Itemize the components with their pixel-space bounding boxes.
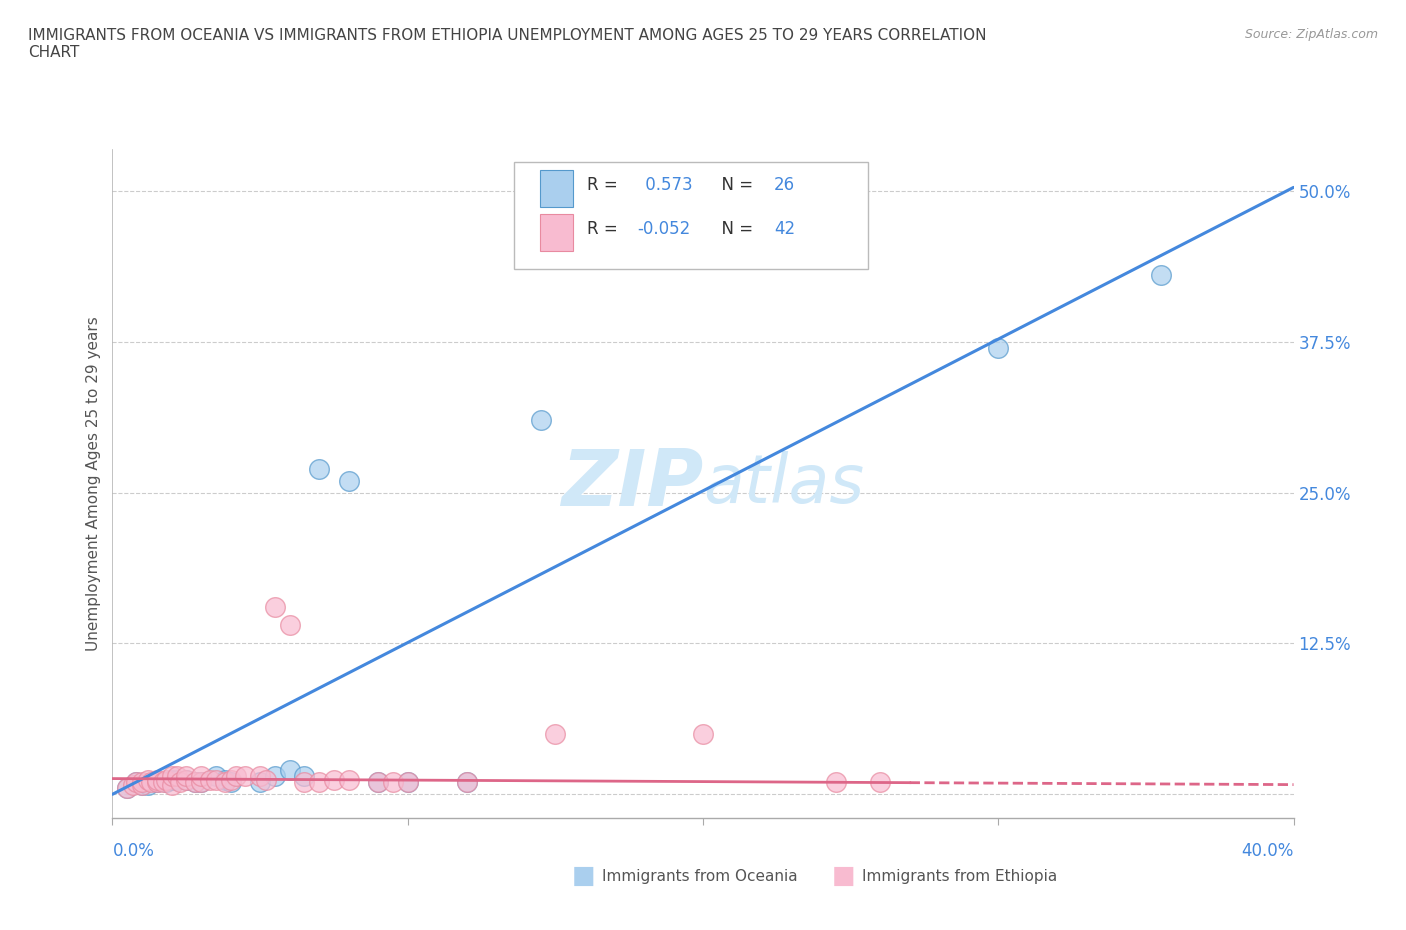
Point [264,600,287,615]
Point [337,772,360,787]
Point [824,775,846,790]
Point [396,775,419,790]
Point [174,772,197,787]
Point [544,726,567,741]
Text: ■: ■ [832,864,855,888]
Point [155,772,177,787]
Point [214,775,236,790]
Point [184,775,207,790]
Point [146,775,169,790]
Point [122,777,145,792]
Point [190,775,212,790]
Text: 0.573: 0.573 [640,176,693,194]
Text: 42: 42 [773,220,794,238]
Point [308,461,330,476]
Point [214,772,236,787]
Point [367,775,389,790]
Point [225,769,247,784]
Point [131,775,153,790]
Point [139,775,162,790]
Point [166,769,188,784]
Point [190,769,212,784]
Text: Immigrants from Ethiopia: Immigrants from Ethiopia [862,869,1057,883]
Point [169,775,191,790]
Point [166,772,188,787]
FancyBboxPatch shape [540,170,574,207]
Text: Source: ZipAtlas.com: Source: ZipAtlas.com [1244,28,1378,41]
Point [323,772,346,787]
Text: ■: ■ [572,864,595,888]
Point [529,413,551,428]
Text: R =: R = [588,176,623,194]
Point [125,775,148,790]
Point [264,769,287,784]
Point [456,775,478,790]
Point [1150,268,1173,283]
Point [131,777,153,792]
Point [278,763,301,777]
Text: 26: 26 [773,176,794,194]
Point [160,777,183,792]
Text: atlas: atlas [703,451,865,516]
Point [367,775,389,790]
Point [131,777,153,792]
Point [136,777,159,792]
Text: IMMIGRANTS FROM OCEANIA VS IMMIGRANTS FROM ETHIOPIA UNEMPLOYMENT AMONG AGES 25 T: IMMIGRANTS FROM OCEANIA VS IMMIGRANTS FR… [28,28,987,60]
Point [198,772,221,787]
Point [254,772,277,787]
Point [308,775,330,790]
Point [117,781,138,796]
Point [205,769,228,784]
Point [692,726,714,741]
FancyBboxPatch shape [540,214,574,251]
Point [146,775,169,790]
Point [382,775,405,790]
Point [155,775,177,790]
Text: Immigrants from Oceania: Immigrants from Oceania [602,869,797,883]
Point [152,775,174,790]
Text: R =: R = [588,220,623,238]
Point [190,775,212,790]
Text: -0.052: -0.052 [637,220,690,238]
Point [184,775,207,790]
Point [292,769,315,784]
Y-axis label: Unemployment Among Ages 25 to 29 years: Unemployment Among Ages 25 to 29 years [86,316,101,651]
Point [160,769,183,784]
Point [205,772,228,787]
Point [249,775,271,790]
Point [174,772,197,787]
Text: N =: N = [711,176,759,194]
Point [160,772,183,787]
Point [219,775,242,790]
Point [219,772,242,787]
Text: ZIP: ZIP [561,445,703,522]
Point [987,340,1010,355]
Text: 40.0%: 40.0% [1241,842,1294,859]
Point [174,769,197,784]
Point [292,775,315,790]
Point [249,769,271,784]
Point [146,772,169,787]
Point [396,775,419,790]
Text: 0.0%: 0.0% [112,842,155,859]
Point [456,775,478,790]
FancyBboxPatch shape [515,162,869,270]
Point [278,618,301,632]
Point [869,775,891,790]
Point [337,473,360,488]
Text: N =: N = [711,220,759,238]
Point [125,775,148,790]
Point [117,781,138,796]
Point [233,769,256,784]
Point [136,772,159,787]
